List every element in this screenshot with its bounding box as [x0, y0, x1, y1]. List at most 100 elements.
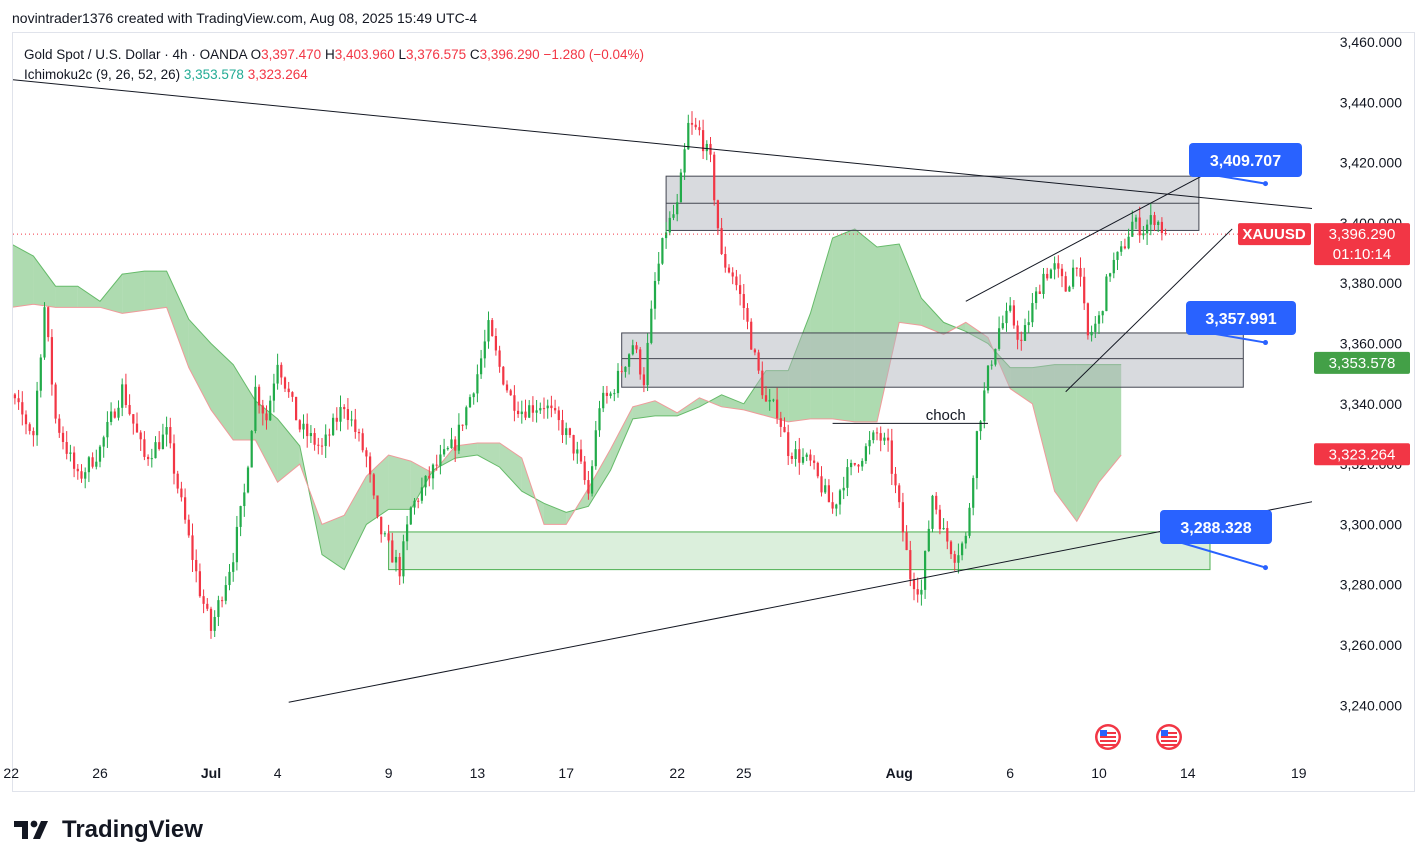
ichimoku-cloud-segment	[188, 319, 211, 410]
candle-body	[653, 280, 657, 309]
candle-body	[724, 253, 727, 268]
indicator-price-value: 3,323.264	[1329, 446, 1396, 463]
candle-body	[198, 571, 202, 597]
candle-body	[302, 423, 305, 430]
candle-body	[742, 294, 745, 308]
candle-body	[439, 454, 442, 466]
candle-body	[409, 507, 412, 525]
x-axis-tick-label: 22	[669, 765, 685, 781]
candle-body	[357, 431, 361, 434]
candle-body	[224, 585, 227, 601]
candle-body	[346, 409, 350, 421]
ichimoku-cloud-segment	[344, 476, 367, 570]
x-axis-tick-label: 26	[92, 765, 108, 781]
candle-body	[520, 411, 523, 415]
candle-body	[1131, 221, 1134, 237]
candle-body	[1031, 303, 1034, 323]
candle-body	[32, 430, 35, 436]
candle-body	[494, 336, 498, 351]
ichimoku-cloud-segment	[921, 298, 944, 335]
tradingview-logo-text: TradingView	[62, 816, 203, 843]
candle-body	[872, 432, 875, 441]
candle-body	[827, 485, 831, 503]
candle-body	[1157, 221, 1160, 225]
ichimoku-cloud-segment	[1099, 364, 1122, 483]
candle-body	[672, 214, 675, 218]
ichimoku-cloud-segment	[100, 274, 123, 314]
candle-body	[912, 579, 916, 590]
candle-body	[1068, 286, 1071, 292]
candle-body	[172, 443, 176, 474]
candle-body	[291, 392, 294, 397]
candle-body	[1057, 263, 1060, 269]
ichimoku-cloud-segment	[455, 442, 478, 459]
candle-body	[572, 435, 575, 454]
candle-body	[631, 345, 634, 355]
candle-body	[1134, 217, 1138, 222]
candle-body	[535, 410, 538, 413]
ichimoku-span-b	[13, 303, 1122, 526]
candle-body	[883, 437, 886, 441]
candle-body	[191, 535, 194, 560]
legend-symbol-line: Gold Spot / U.S. Dollar · 4h · OANDA O3,…	[24, 45, 644, 65]
legend-open: 3,397.470	[261, 47, 322, 62]
candle-body	[405, 524, 409, 542]
ichimoku-span-a	[13, 228, 1122, 571]
candle-body	[95, 461, 98, 467]
candle-body	[254, 386, 257, 431]
candle-body	[317, 444, 320, 446]
candle-body	[1027, 322, 1030, 326]
candle-body	[1060, 268, 1064, 277]
candle-body	[920, 589, 923, 595]
candle-body	[243, 492, 246, 507]
candle-body	[1164, 233, 1167, 235]
ichimoku-cloud-segment	[166, 271, 189, 368]
ichimoku-cloud-segment	[677, 397, 700, 416]
legend-indicator-conversion: 3,353.578	[183, 67, 244, 82]
candle-body	[546, 405, 549, 409]
candle-body	[69, 452, 72, 454]
candle-body	[476, 374, 479, 394]
legend-indicator: Ichimoku2c (9, 26, 52, 26)	[24, 67, 181, 82]
ichimoku-cloud-segment	[211, 343, 234, 440]
candle-body	[931, 495, 934, 529]
ichimoku-cloud-segment	[55, 286, 78, 308]
candle-body	[17, 398, 20, 403]
candle-body	[280, 364, 283, 378]
candle-body	[809, 454, 812, 461]
ichimoku-cloud-segment	[1032, 364, 1055, 492]
candle-body	[949, 541, 953, 555]
price-badge	[1189, 143, 1302, 177]
legend-low: 3,376.575	[406, 47, 467, 62]
candle-body	[676, 202, 679, 215]
chart-frame[interactable]	[12, 32, 1415, 792]
x-axis-tick-label: 9	[385, 765, 393, 781]
candle-body	[450, 439, 453, 449]
price-badge-label: 3,409.707	[1210, 153, 1281, 170]
candle-body	[261, 405, 264, 414]
candle-body	[91, 457, 94, 467]
ichimoku-cloud-segment	[499, 442, 522, 492]
us-flag-event-icon	[1156, 724, 1182, 750]
candle-body	[1160, 221, 1164, 234]
candle-body	[269, 400, 272, 421]
candles	[13, 111, 1167, 639]
candle-body	[324, 434, 327, 447]
candle-body	[1127, 236, 1130, 249]
candle-body	[1105, 276, 1108, 312]
candle-body	[968, 507, 971, 536]
candle-body	[905, 532, 908, 551]
candle-body	[13, 394, 17, 399]
candle-body	[442, 449, 446, 455]
candle-body	[824, 485, 827, 493]
ichimoku-cloud-segment	[1054, 364, 1077, 522]
x-axis-tick-label: Jul	[201, 765, 221, 781]
ichimoku-cloud-segment	[854, 228, 877, 422]
y-axis-tick-label: 3,340.000	[1340, 396, 1402, 412]
candle-body	[594, 430, 597, 467]
candle-body	[901, 502, 905, 533]
last-price-tag	[1314, 223, 1410, 266]
x-axis-tick-label: 10	[1091, 765, 1107, 781]
candle-body	[161, 434, 165, 450]
